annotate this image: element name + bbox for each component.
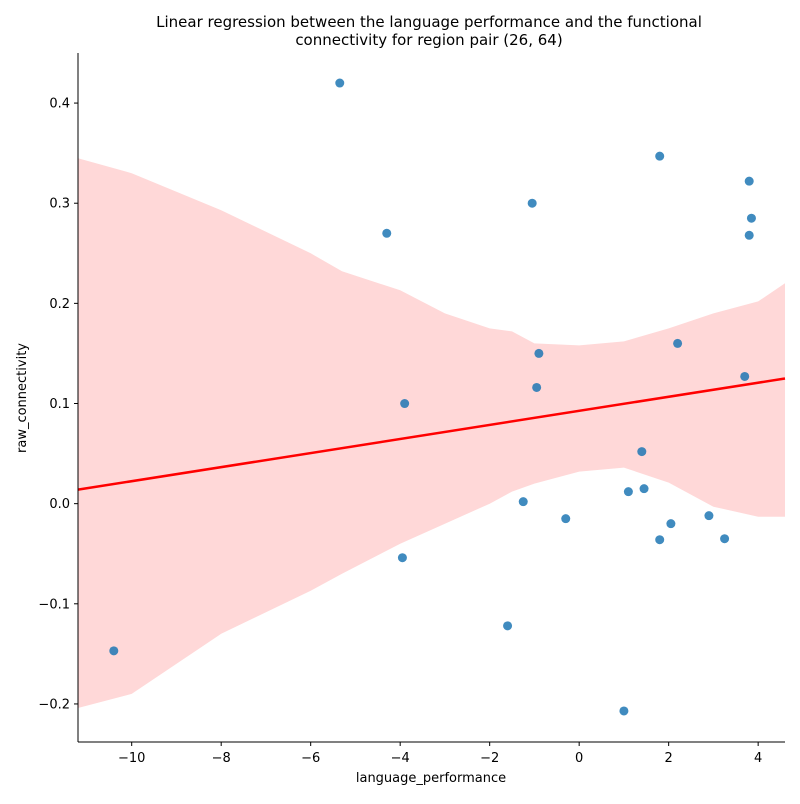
scatter-point: [518, 497, 528, 507]
chart-title-line-1: Linear regression between the language p…: [156, 13, 702, 31]
scatter-point: [619, 706, 629, 716]
y-axis-label: raw_connectivity: [15, 343, 30, 453]
scatter-point: [704, 511, 714, 521]
scatter-point: [534, 348, 544, 358]
y-tick-label: 0.3: [49, 197, 70, 212]
scatter-point: [335, 78, 345, 88]
scatter-points-layer: [109, 78, 756, 716]
x-tick-label: −4: [391, 751, 410, 766]
regression-line: [77, 377, 786, 491]
regression-line-layer: [77, 377, 786, 491]
scatter-point: [109, 646, 119, 656]
scatter-point: [637, 447, 647, 457]
scatter-point: [655, 151, 665, 161]
y-tick-label: 0.1: [49, 397, 70, 412]
scatter-point: [503, 621, 513, 631]
x-tick-label: 4: [754, 751, 762, 766]
x-tick-label: 2: [665, 751, 673, 766]
axes-layer: −10 −8 −6 −4 −2 0 2 4 −0.2 −0.1 0.0 0.1 0.2 0.3 0.4: [38, 53, 785, 766]
scatter-point: [746, 213, 756, 223]
x-tick-label: −10: [118, 751, 145, 766]
scatter-point: [666, 519, 676, 529]
y-tick-label: 0.4: [49, 97, 70, 112]
scatter-point: [382, 228, 392, 238]
y-tick-label: −0.1: [38, 597, 70, 612]
scatter-point: [532, 382, 542, 392]
y-tick-label: 0.2: [49, 297, 70, 312]
scatter-point: [561, 514, 571, 524]
chart-title-line-2: connectivity for region pair (26, 64): [295, 31, 562, 49]
y-tick-label: 0.0: [49, 497, 70, 512]
x-tick-label: −6: [301, 751, 320, 766]
scatter-point: [397, 553, 407, 563]
scatter-point: [400, 399, 410, 409]
scatter-point: [740, 371, 750, 381]
scatter-point: [623, 487, 633, 497]
x-tick-label: −8: [212, 751, 231, 766]
scatter-point: [720, 534, 730, 544]
scatter-point: [639, 484, 649, 494]
scatter-point: [744, 176, 754, 186]
x-axis-label: language_performance: [356, 771, 506, 786]
scatter-point: [744, 230, 754, 240]
scatter-point: [655, 535, 665, 545]
y-tick-label: −0.2: [38, 697, 70, 712]
x-tick-label: −2: [480, 751, 499, 766]
x-tick-label: 0: [575, 751, 583, 766]
scatter-point: [527, 198, 537, 208]
scatter-point: [673, 338, 683, 348]
